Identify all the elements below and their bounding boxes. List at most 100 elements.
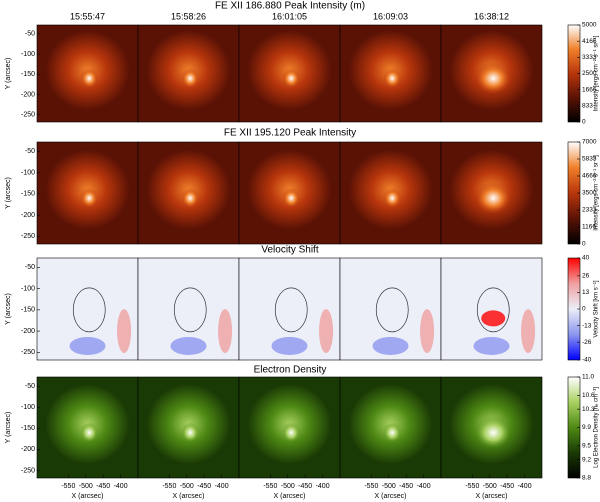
image-texture (117, 309, 132, 354)
colorbar-tick-label: 0 (582, 241, 586, 248)
y-tick-label: -150 (21, 71, 35, 78)
chart-title: Electron Density (254, 365, 327, 376)
y-tick-label: -200 (21, 212, 35, 219)
image-texture (282, 188, 301, 209)
image-texture (521, 309, 536, 354)
image-texture (481, 310, 506, 327)
image-texture (383, 68, 402, 89)
colorbar-tick-label: 11.0 (582, 374, 595, 381)
panel-frame (440, 24, 543, 123)
image-texture (319, 309, 334, 354)
image-texture (69, 336, 106, 355)
x-tick-label: -400 (316, 483, 330, 490)
y-tick-label: -200 (21, 91, 35, 98)
colorbar-tick-label: 5833 (582, 156, 597, 163)
image-texture (80, 188, 99, 209)
colorbar-tick-label: 2333 (582, 207, 597, 214)
colorbar-tick-label: 1166 (582, 224, 596, 231)
image-texture (372, 336, 409, 355)
y-axis-label: Y (arcsec) (5, 293, 12, 325)
colorbar-tick-label: 10.6 (582, 392, 595, 399)
x-tick-label: -400 (518, 483, 532, 490)
colorbar-tick-label: 5000 (582, 22, 597, 29)
colorbar-label: Intensity [ergs cm⁻² s⁻¹ sr⁻¹] (594, 35, 600, 111)
image-texture (218, 309, 233, 354)
colorbar-tick-label: 1666 (582, 86, 597, 93)
x-tick-label: -450 (298, 483, 312, 490)
colorbar-tick-label: 8.8 (582, 475, 591, 482)
image-texture (181, 68, 200, 89)
y-tick-label: -200 (21, 328, 35, 335)
y-tick-label: -50 (25, 264, 35, 271)
x-axis-label: X (arcsec) (375, 493, 407, 500)
x-tick-label: -500 (483, 483, 497, 490)
y-tick-label: -150 (21, 425, 35, 432)
x-tick-label: -550 (61, 483, 75, 490)
y-tick-label: -250 (21, 112, 35, 119)
colorbar-tick-label: -13 (582, 322, 592, 329)
colorbar-tick-label: 0 (582, 306, 586, 313)
image-texture (274, 287, 308, 333)
x-tick-label: -450 (500, 483, 514, 490)
y-tick-label: -250 (21, 349, 35, 356)
x-tick-label: -500 (382, 483, 396, 490)
image-texture (80, 422, 99, 443)
image-texture (271, 336, 308, 355)
colorbar-tick-label: 9.2 (582, 456, 591, 463)
y-tick-label: -50 (25, 383, 35, 390)
y-tick-label: -200 (21, 446, 35, 453)
y-tick-label: -150 (21, 307, 35, 314)
x-tick-label: -500 (79, 483, 93, 490)
panel-time: 16:38:12 (474, 11, 509, 21)
colorbar-label: Intensity [ergs cm⁻² s⁻¹ sr⁻¹] (594, 155, 600, 231)
image-texture (72, 287, 106, 333)
panel-time: 16:01:05 (272, 11, 307, 21)
colorbar-tick-label: 26 (582, 273, 590, 280)
image-texture (383, 422, 402, 443)
image-texture (375, 287, 409, 333)
y-tick-label: -100 (21, 285, 35, 292)
image-texture (473, 336, 510, 355)
x-tick-label: -500 (180, 483, 194, 490)
image-texture (170, 336, 207, 355)
x-tick-label: -450 (96, 483, 110, 490)
y-axis-label: Y (arcsec) (5, 177, 12, 209)
image-texture (383, 188, 402, 209)
colorbar-label: Velocity Shift [km s⁻¹] (594, 280, 600, 338)
x-tick-label: -450 (399, 483, 413, 490)
y-axis-label: Y (arcsec) (5, 412, 12, 444)
x-tick-label: -550 (465, 483, 479, 490)
chart-title: Velocity Shift (261, 245, 318, 256)
y-tick-label: -50 (25, 31, 35, 38)
colorbar-tick-label: 0 (582, 119, 586, 126)
image-texture (282, 422, 301, 443)
x-tick-label: -550 (162, 483, 176, 490)
x-tick-label: -500 (281, 483, 295, 490)
colorbar-tick-label: 9.9 (582, 424, 591, 431)
x-axis-label: X (arcsec) (476, 493, 508, 500)
y-tick-label: -150 (21, 191, 35, 198)
colorbar-tick-label: 3333 (582, 54, 597, 61)
x-tick-label: -550 (263, 483, 277, 490)
x-tick-label: -550 (364, 483, 378, 490)
panel-frame (440, 141, 543, 245)
x-tick-label: -400 (417, 483, 431, 490)
image-texture (420, 309, 435, 354)
y-tick-label: -50 (25, 148, 35, 155)
image-texture (173, 287, 207, 333)
image-texture (282, 68, 301, 89)
colorbar-tick-label: 40 (582, 255, 590, 262)
x-tick-label: -450 (197, 483, 211, 490)
y-tick-label: -250 (21, 467, 35, 474)
y-tick-label: -100 (21, 169, 35, 176)
colorbar-tick-label: 4166 (582, 38, 597, 45)
colorbar-tick-label: 10.3 (582, 406, 595, 413)
colorbar-tick-label: -40 (582, 357, 592, 364)
colorbar-tick-label: 9.5 (582, 443, 591, 450)
colorbar-tick-label: 7000 (582, 139, 597, 146)
panel-time: 15:58:26 (171, 11, 206, 21)
image-texture (475, 416, 512, 449)
y-tick-label: -250 (21, 233, 35, 240)
colorbar-label: Log Electron Density [nₑ cm⁻³] (594, 387, 600, 468)
